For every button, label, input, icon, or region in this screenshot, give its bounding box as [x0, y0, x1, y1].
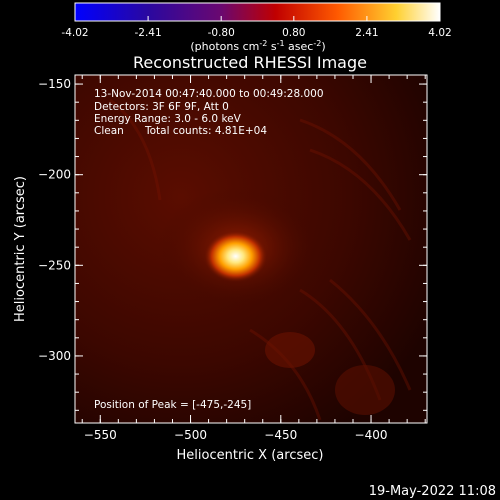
x-axis-label: Heliocentric X (arcsec) — [177, 448, 324, 463]
annotation-time-range: 13-Nov-2014 00:47:40.000 to 00:49:28.000 — [94, 88, 324, 100]
plot-frame — [74, 74, 428, 424]
x-tick-label: −450 — [264, 428, 297, 442]
colorbar-tick-label: -2.41 — [135, 27, 162, 39]
x-tick-label: −550 — [84, 428, 117, 442]
annotation-detectors: Detectors: 3F 6F 9F, Att 0 — [94, 101, 229, 113]
heatmap-image — [75, 75, 427, 423]
colorbar-tick-label: 0.80 — [282, 27, 305, 39]
y-axis: −150 −200 −250 −300 — [38, 77, 427, 411]
colorbar-units: (photons cm-2 s-1 asec-2) — [190, 39, 325, 53]
x-tick-label: −500 — [174, 428, 207, 442]
y-tick-label: −200 — [38, 168, 71, 182]
annotation-counts: Total counts: 4.81E+04 — [144, 125, 267, 137]
chart-title: Reconstructed RHESSI Image — [133, 53, 367, 72]
timestamp: 19-May-2022 11:08 — [369, 484, 496, 499]
x-axis: −550 −500 −450 −400 — [81, 75, 426, 442]
colorbar-tick-label: -0.80 — [208, 27, 235, 39]
colorbar-ticks: -4.02 -2.41 -0.80 0.80 2.41 4.02 — [61, 16, 452, 39]
y-tick-label: −150 — [38, 77, 71, 91]
annotation-energy: Energy Range: 3.0 - 6.0 keV — [94, 113, 242, 125]
peak-source — [203, 230, 268, 283]
y-tick-label: −300 — [38, 349, 71, 363]
colorbar-bar — [74, 2, 441, 22]
y-tick-label: −250 — [38, 258, 71, 272]
colorbar-tick-label: 2.41 — [355, 27, 378, 39]
x-tick-label: −400 — [355, 428, 388, 442]
annotation-method: Clean — [94, 125, 124, 137]
colorbar-tick-label: -4.02 — [61, 27, 88, 39]
y-axis-label: Heliocentric Y (arcsec) — [13, 176, 28, 322]
annotation-peak: Position of Peak = [-475,-245] — [94, 399, 251, 411]
colorbar-tick-label: 4.02 — [428, 27, 451, 39]
